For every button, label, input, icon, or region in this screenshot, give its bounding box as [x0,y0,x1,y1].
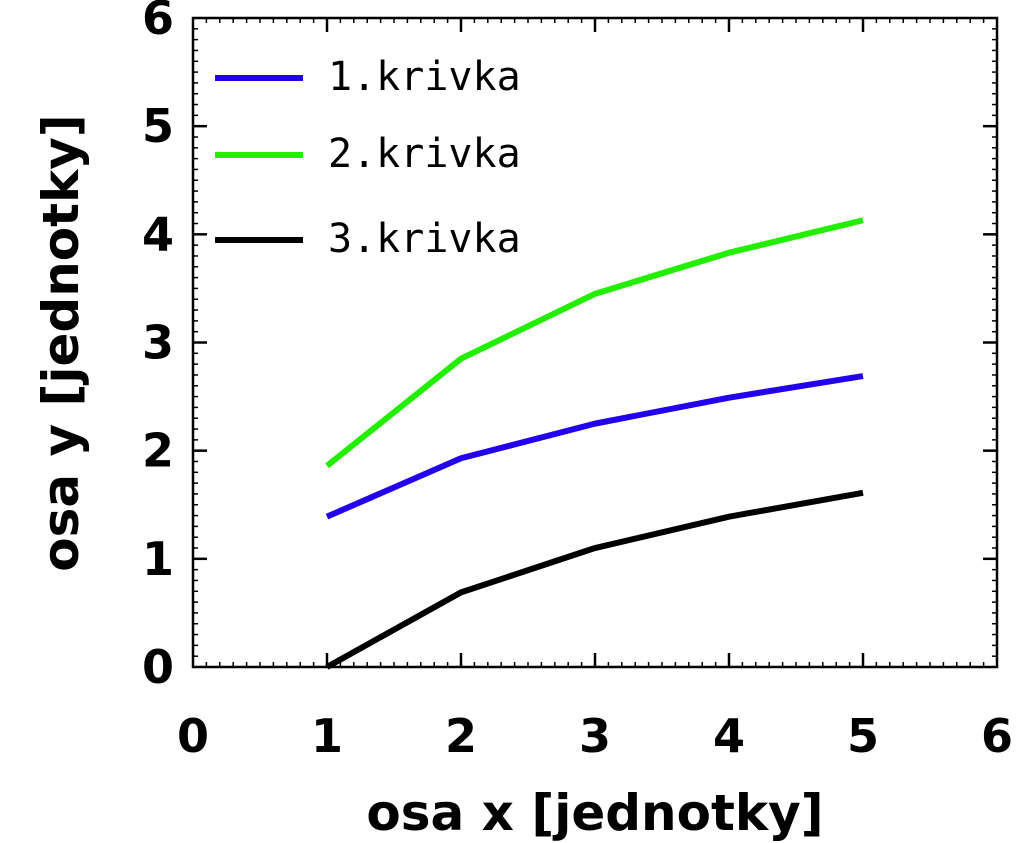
series-lines [325,217,864,670]
plot-frame [191,16,999,669]
y-tick-label: 1 [142,532,174,586]
y-tick-label: 5 [142,99,174,153]
x-tick-label: 4 [713,709,745,763]
legend-label-2: 2.krivka [328,131,521,177]
y-tick-label: 3 [142,316,174,370]
series-line-2 [325,217,864,469]
series-line-1 [325,373,864,520]
legend-label-3: 3.krivka [328,216,521,262]
y-tick-label: 4 [142,207,174,261]
x-tick-label: 2 [445,709,477,763]
legend: 1.krivka 2.krivka 3.krivka [215,54,521,262]
y-tick-label: 6 [142,0,174,45]
x-tick-label: 5 [847,709,879,763]
y-tick-label: 0 [142,640,174,694]
y-tick-label: 2 [142,424,174,478]
x-tick-label: 1 [311,709,343,763]
y-axis-title: osa y [jednotky] [32,114,90,572]
x-tick-label: 0 [177,709,209,763]
series-line-3 [325,489,864,670]
legend-label-1: 1.krivka [328,54,521,100]
x-tick-label: 6 [981,709,1013,763]
x-tick-label: 3 [579,709,611,763]
tick-labels: 0 1 2 3 4 5 6 0 1 2 3 4 5 6 [142,0,1013,763]
axis-ticks [192,17,998,668]
x-axis-title: osa x [jednotky] [366,784,823,842]
